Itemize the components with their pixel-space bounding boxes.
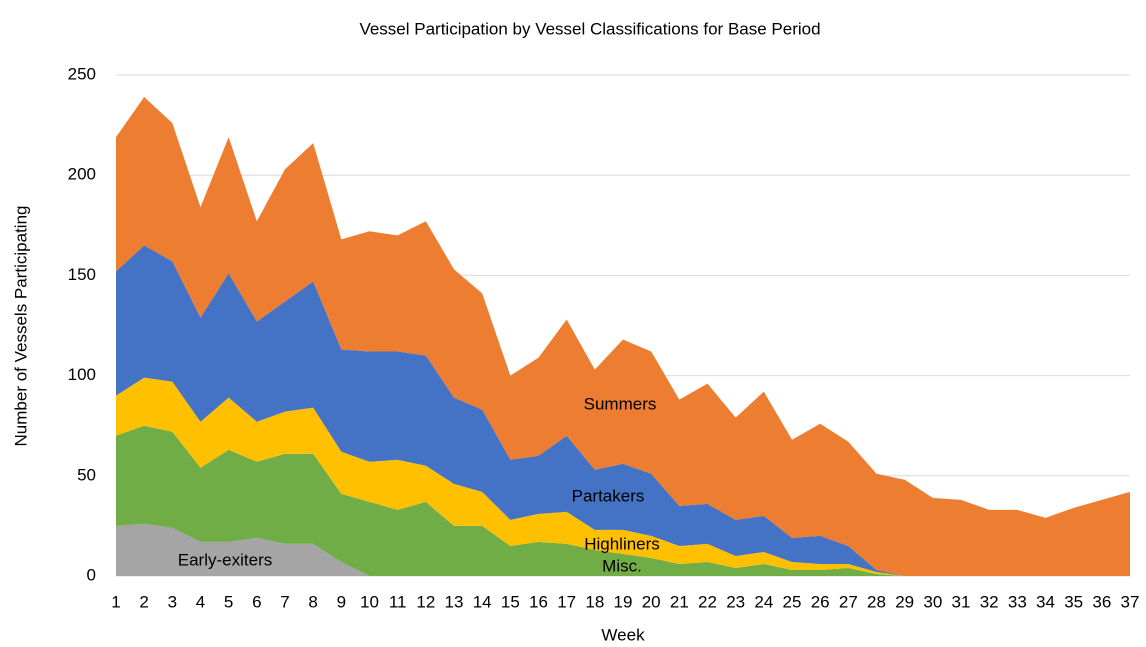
x-axis-title: Week [601, 625, 645, 644]
x-tick-label: 16 [529, 592, 548, 611]
x-tick-label: 21 [670, 592, 689, 611]
x-tick-label: 27 [839, 592, 858, 611]
x-tick-label: 6 [252, 592, 261, 611]
area [116, 523, 1130, 576]
x-tick-label: 19 [614, 592, 633, 611]
x-tick-label: 20 [642, 592, 661, 611]
y-tick-label: 250 [68, 64, 96, 83]
x-tick-label: 34 [1036, 592, 1055, 611]
x-tick-label: 25 [783, 592, 802, 611]
x-tick-label: 3 [168, 592, 177, 611]
area-label: Misc. [602, 556, 642, 575]
area-label: Partakers [572, 486, 645, 505]
x-tick-label: 12 [416, 592, 435, 611]
x-tick-label: 18 [585, 592, 604, 611]
area [116, 245, 1130, 576]
y-tick-label: 100 [68, 365, 96, 384]
chart-title: Vessel Participation by Vessel Classific… [359, 19, 820, 38]
x-tick-label: 30 [923, 592, 942, 611]
x-tick-label: 28 [867, 592, 886, 611]
area [116, 97, 1130, 576]
area-label: Early-exiters [178, 550, 272, 569]
y-tick-label: 150 [68, 265, 96, 284]
area [116, 425, 1130, 576]
y-tick-label: 0 [87, 565, 96, 584]
x-tick-label: 5 [224, 592, 233, 611]
y-tick-label: 50 [77, 465, 96, 484]
x-tick-label: 11 [389, 592, 407, 611]
x-tick-label: 29 [895, 592, 914, 611]
x-tick-label: 23 [726, 592, 745, 611]
area-label: Summers [584, 394, 657, 413]
x-tick-label: 26 [811, 592, 830, 611]
x-tick-label: 13 [445, 592, 464, 611]
x-tick-label: 17 [557, 592, 576, 611]
x-tick-label: 4 [196, 592, 205, 611]
area [116, 377, 1130, 576]
x-tick-label: 32 [980, 592, 999, 611]
x-tick-label: 1 [111, 592, 120, 611]
x-tick-label: 24 [754, 592, 773, 611]
x-tick-label: 37 [1121, 592, 1140, 611]
x-tick-label: 33 [1008, 592, 1027, 611]
y-tick-label: 200 [68, 165, 96, 184]
area-label: Highliners [584, 534, 660, 553]
x-tick-label: 7 [280, 592, 289, 611]
x-tick-label: 31 [952, 592, 971, 611]
x-tick-label: 15 [501, 592, 520, 611]
x-tick-label: 35 [1064, 592, 1083, 611]
x-tick-label: 14 [473, 592, 492, 611]
x-tick-label: 22 [698, 592, 717, 611]
x-tick-label: 10 [360, 592, 379, 611]
y-axis-title: Number of Vessels Participating [11, 206, 30, 447]
x-tick-label: 9 [337, 592, 346, 611]
x-tick-label: 2 [139, 592, 148, 611]
x-tick-label: 36 [1092, 592, 1111, 611]
x-tick-label: 8 [308, 592, 317, 611]
